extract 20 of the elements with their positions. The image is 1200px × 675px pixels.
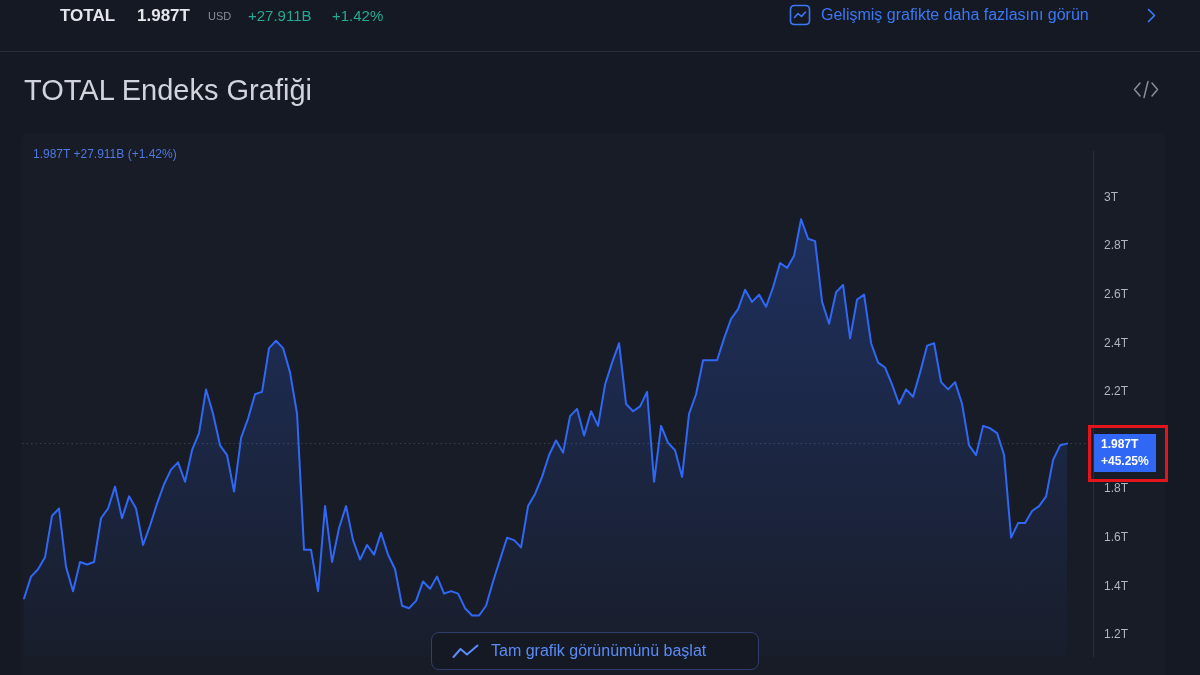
y-tick-label: 2.2T — [1104, 384, 1129, 399]
y-tick-label: 1.2T — [1104, 627, 1129, 642]
text: Gelişmiş grafikte daha fazlasını görün — [821, 6, 1089, 25]
annotation: 1.987T +27.911B (+1.42%) — [33, 147, 177, 161]
y-tick-label: 1.4T — [1104, 578, 1129, 593]
y-tick-label: 1.8T — [1104, 481, 1129, 496]
text: 1.987T — [137, 6, 190, 26]
annotation: Tam grafik görünümünü başlat — [491, 642, 707, 660]
y-tick-label: 3T — [1104, 189, 1119, 204]
text: +1.42% — [332, 7, 384, 25]
text: USD — [208, 10, 232, 23]
y-tick-label: 2.4T — [1104, 335, 1129, 350]
text: TOTAL — [60, 6, 116, 26]
ref-line-label: 1.987T +45.25% — [1094, 433, 1156, 472]
y-tick-label: 1.6T — [1104, 530, 1129, 544]
y-tick-label: 2.8T — [1104, 238, 1129, 253]
text: +27.911B — [248, 7, 312, 25]
y-tick-label: 2.6T — [1104, 286, 1129, 301]
button: Tam grafik görünümünü başlat — [431, 632, 759, 670]
chart-title: TOTAL Endeks Grafiği — [24, 74, 312, 107]
